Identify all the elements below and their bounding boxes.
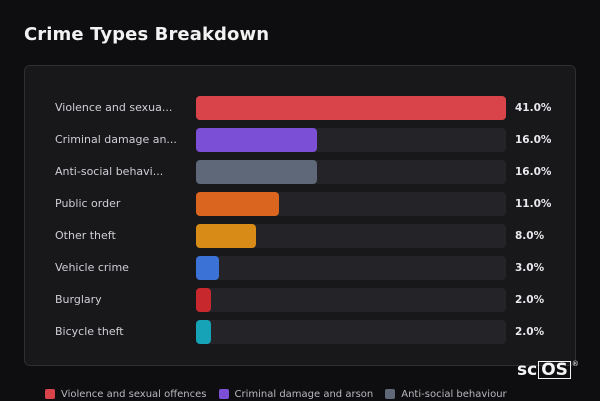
bar-row: Violence and sexua... 41.0%: [25, 96, 577, 120]
bar-percent: 16.0%: [515, 166, 552, 178]
bar-label: Anti-social behavi...: [55, 165, 164, 178]
bar-fill: [196, 160, 317, 184]
scos-logo: sc OS ®: [517, 360, 579, 380]
logo-os-text: OS: [538, 361, 571, 379]
bar-row: Burglary 2.0%: [25, 288, 577, 312]
legend-item: Violence and sexual offences: [45, 389, 207, 400]
bar-track: [196, 192, 506, 216]
legend-label: Violence and sexual offences: [61, 388, 207, 400]
logo-registered-mark: ®: [571, 360, 579, 368]
bar-track: [196, 320, 506, 344]
bar-percent: 11.0%: [515, 198, 552, 210]
bar-track: [196, 128, 506, 152]
bar-label: Violence and sexua...: [55, 101, 173, 114]
bar-row: Other theft 8.0%: [25, 224, 577, 248]
bar-label: Criminal damage an...: [55, 133, 177, 146]
legend-swatch: [385, 389, 396, 399]
bar-fill: [196, 288, 211, 312]
bar-row: Criminal damage an... 16.0%: [25, 128, 577, 152]
legend-label: Criminal damage and arson: [234, 388, 374, 400]
chart-panel: Violence and sexua... 41.0% Criminal damag…: [24, 65, 576, 366]
bar-track: [196, 256, 506, 280]
page-title: Crime Types Breakdown: [24, 24, 270, 45]
legend-item: Criminal damage and arson: [218, 388, 374, 400]
legend-item: Anti-social behaviour: [385, 388, 507, 400]
bar-track: [196, 288, 506, 312]
bar-label: Burglary: [55, 293, 102, 306]
bar-label: Other theft: [55, 229, 116, 242]
legend-swatch: [218, 389, 229, 399]
bar-fill: [196, 256, 219, 280]
bar-label: Vehicle crime: [55, 261, 129, 274]
bar-percent: 16.0%: [515, 134, 552, 146]
bar-row: Anti-social behavi... 16.0%: [25, 160, 577, 184]
bar-fill: [196, 128, 317, 152]
bar-fill: [196, 96, 506, 120]
bar-percent: 8.0%: [515, 230, 545, 242]
bar-row: Vehicle crime 3.0%: [25, 256, 577, 280]
bar-percent: 2.0%: [515, 294, 545, 306]
bar-fill: [196, 224, 256, 248]
bar-track: [196, 224, 506, 248]
bar-fill: [196, 192, 279, 216]
legend-label: Anti-social behaviour: [401, 388, 507, 400]
bar-percent: 3.0%: [515, 262, 545, 274]
bar-label: Public order: [55, 197, 121, 210]
bar-track: [196, 160, 506, 184]
bar-percent: 41.0%: [515, 102, 552, 114]
logo-sc-text: sc: [517, 360, 538, 380]
bar-percent: 2.0%: [515, 326, 545, 338]
bar-fill: [196, 320, 211, 344]
bar-track: [196, 96, 506, 120]
legend-swatch: [45, 389, 55, 399]
bar-row: Public order 11.0%: [25, 192, 577, 216]
bar-label: Bicycle theft: [55, 325, 124, 338]
bar-row: Bicycle theft 2.0%: [25, 320, 577, 344]
legend: Violence and sexual offences Criminal dam…: [45, 387, 507, 401]
